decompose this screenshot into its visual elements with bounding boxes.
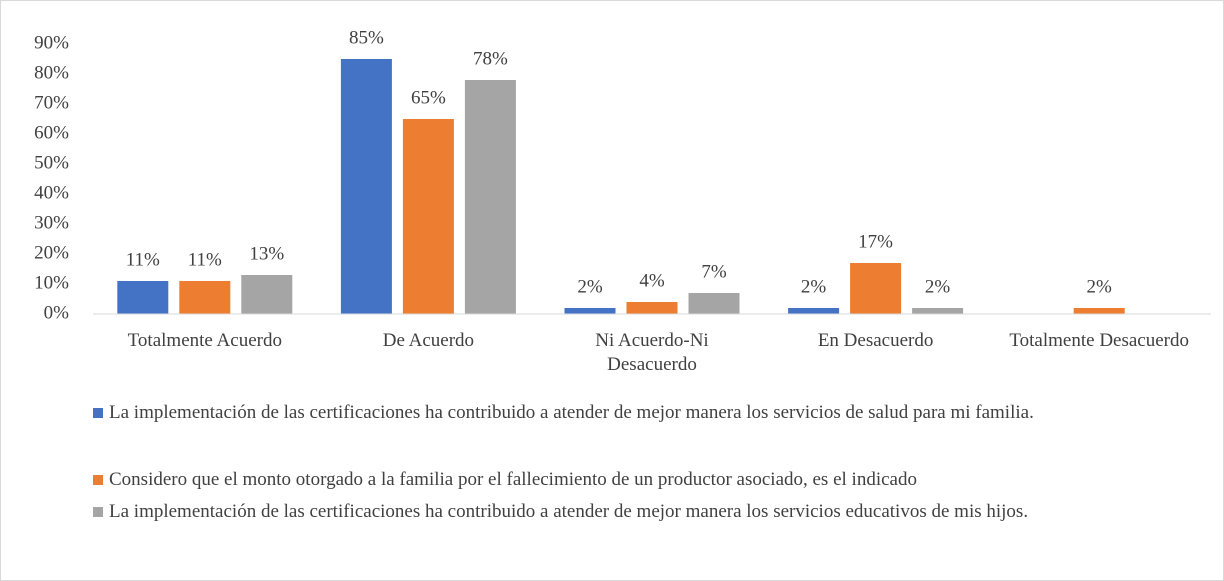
y-tick-label: 10% <box>34 272 69 293</box>
x-tick-label: Ni Acuerdo-Ni Desacuerdo <box>595 330 709 375</box>
data-label: 2% <box>1087 276 1113 297</box>
data-label: 2% <box>801 276 827 297</box>
legend-item: La implementación de las certificaciones… <box>93 500 1189 524</box>
x-tick-label: Totalmente Desacuerdo <box>1009 330 1189 351</box>
x-tick-label: En Desacuerdo <box>817 330 934 351</box>
y-tick-label: 0% <box>44 302 70 323</box>
bar <box>117 281 169 314</box>
legend-item: La implementación de las certificaciones… <box>93 401 1189 425</box>
bar <box>1073 308 1125 314</box>
data-label: 11% <box>188 249 222 270</box>
data-label: 7% <box>701 261 727 282</box>
legend-swatch <box>93 408 103 418</box>
data-label: 13% <box>249 243 284 264</box>
y-tick-label: 40% <box>34 182 69 203</box>
legend-label: La implementación de las certificaciones… <box>109 501 1029 522</box>
bar <box>179 281 231 314</box>
bar <box>788 308 840 314</box>
x-tick-label: De Acuerdo <box>382 330 475 351</box>
bar <box>912 308 964 314</box>
bar <box>340 59 392 314</box>
data-label: 65% <box>411 87 446 108</box>
legend-swatch <box>93 507 103 517</box>
bar <box>850 263 902 314</box>
bar <box>688 293 740 314</box>
y-tick-label: 30% <box>34 212 69 233</box>
y-tick-label: 50% <box>34 152 69 173</box>
bar <box>402 119 454 314</box>
data-label: 4% <box>639 270 665 291</box>
y-tick-label: 60% <box>34 122 69 143</box>
y-tick-label: 80% <box>34 62 69 83</box>
bar <box>564 308 616 314</box>
data-label: 78% <box>473 48 508 69</box>
legend-label: Considero que el monto otorgado a la fam… <box>109 469 917 490</box>
bar <box>626 302 678 314</box>
data-label: 2% <box>577 276 603 297</box>
legend-item: Considero que el monto otorgado a la fam… <box>93 468 1189 492</box>
legend-label: La implementación de las certificaciones… <box>109 402 1034 423</box>
data-label: 2% <box>925 276 951 297</box>
bar <box>241 275 293 314</box>
x-tick-label: Totalmente Acuerdo <box>127 330 282 351</box>
legend-swatch <box>93 475 103 485</box>
data-label: 11% <box>126 249 160 270</box>
y-tick-label: 20% <box>34 242 69 263</box>
y-tick-label: 90% <box>34 32 69 53</box>
y-tick-label: 70% <box>34 92 69 113</box>
data-label: 17% <box>858 231 893 252</box>
bar <box>464 80 516 314</box>
data-label: 85% <box>349 27 384 48</box>
